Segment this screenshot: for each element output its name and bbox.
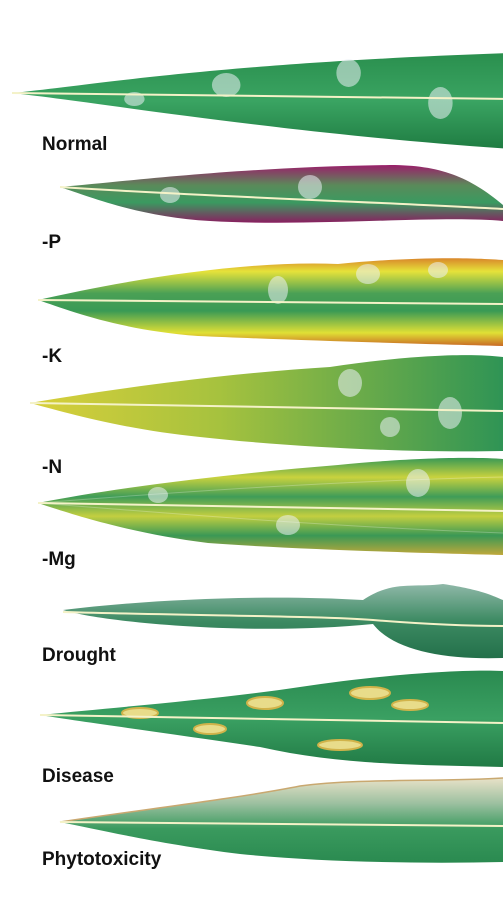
leaf-phytotoxicity	[59, 777, 503, 863]
leaf-p	[59, 165, 503, 223]
leaf-drought	[62, 584, 503, 659]
leaf-disease	[39, 670, 503, 767]
leaf-mg	[37, 457, 503, 555]
leaf-label: -K	[42, 346, 62, 367]
leaf-label: -P	[42, 232, 61, 253]
leaf-label: Drought	[42, 645, 117, 666]
leaf-label: -N	[42, 457, 62, 478]
leaf-normal	[11, 53, 503, 149]
leaf-k	[37, 258, 503, 346]
leaf-label: Normal	[42, 134, 107, 155]
leaf-label: Disease	[42, 766, 114, 787]
leaf-n	[29, 355, 503, 452]
leaf-label: Phytotoxicity	[42, 849, 162, 870]
leaf-label: -Mg	[42, 549, 76, 570]
